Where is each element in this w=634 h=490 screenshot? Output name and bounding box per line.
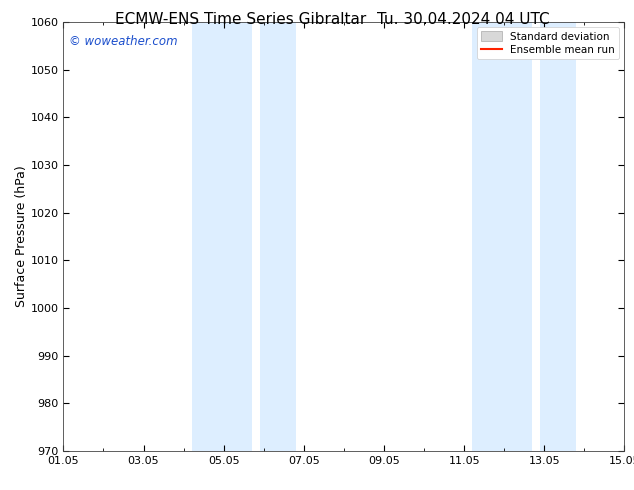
Text: Tu. 30.04.2024 04 UTC: Tu. 30.04.2024 04 UTC	[377, 12, 549, 27]
Bar	[540, 22, 576, 451]
Text: ECMW-ENS Time Series Gibraltar: ECMW-ENS Time Series Gibraltar	[115, 12, 366, 27]
Legend: Standard deviation, Ensemble mean run: Standard deviation, Ensemble mean run	[477, 27, 619, 59]
Bar	[260, 22, 296, 451]
Text: © woweather.com: © woweather.com	[69, 35, 178, 48]
Bar	[191, 22, 252, 451]
Y-axis label: Surface Pressure (hPa): Surface Pressure (hPa)	[15, 166, 28, 307]
Bar	[472, 22, 533, 451]
